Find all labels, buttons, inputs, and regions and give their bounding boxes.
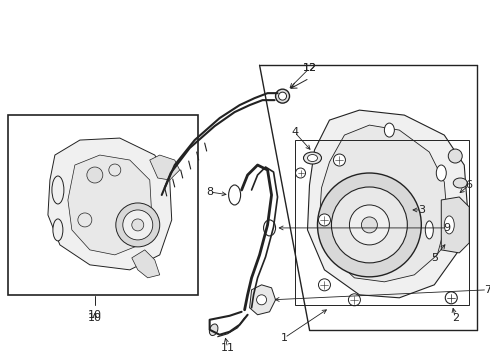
Polygon shape [319, 125, 447, 282]
Text: 11: 11 [220, 343, 235, 353]
Polygon shape [68, 155, 152, 255]
Polygon shape [132, 250, 160, 278]
Circle shape [257, 295, 267, 305]
Text: 9: 9 [444, 223, 451, 233]
Text: 6: 6 [466, 180, 473, 190]
Circle shape [318, 173, 421, 277]
Text: 2: 2 [452, 313, 459, 323]
Ellipse shape [384, 123, 394, 137]
Circle shape [445, 292, 457, 304]
Text: 10: 10 [88, 310, 102, 320]
Circle shape [349, 205, 390, 245]
Ellipse shape [275, 89, 290, 103]
Circle shape [348, 294, 361, 306]
Text: 8: 8 [206, 187, 213, 197]
Text: 7: 7 [484, 285, 490, 295]
Circle shape [362, 217, 377, 233]
Bar [8, 115, 197, 295]
Text: 12: 12 [302, 63, 317, 73]
Polygon shape [441, 197, 469, 253]
Circle shape [331, 187, 407, 263]
Circle shape [334, 154, 345, 166]
Ellipse shape [303, 152, 321, 164]
Circle shape [116, 203, 160, 247]
Circle shape [123, 210, 153, 240]
Text: 4: 4 [291, 127, 298, 137]
Ellipse shape [444, 216, 454, 234]
Circle shape [318, 279, 330, 291]
Ellipse shape [209, 324, 218, 336]
Text: 1: 1 [281, 333, 288, 343]
Text: 5: 5 [431, 253, 438, 263]
Circle shape [78, 213, 92, 227]
Polygon shape [308, 110, 467, 298]
Ellipse shape [53, 219, 63, 241]
Polygon shape [150, 155, 180, 180]
Text: 10: 10 [88, 313, 102, 323]
Circle shape [87, 167, 103, 183]
Bar [294, 140, 469, 305]
Ellipse shape [264, 220, 275, 236]
Ellipse shape [52, 176, 64, 204]
Circle shape [318, 214, 330, 226]
Circle shape [109, 164, 121, 176]
Ellipse shape [436, 165, 446, 181]
Circle shape [448, 149, 462, 163]
Circle shape [132, 219, 144, 231]
Text: 3: 3 [418, 205, 425, 215]
Ellipse shape [425, 221, 433, 239]
Ellipse shape [229, 185, 241, 205]
Ellipse shape [453, 178, 467, 188]
Text: 12: 12 [302, 63, 317, 73]
Circle shape [295, 168, 305, 178]
Ellipse shape [308, 154, 318, 162]
Polygon shape [249, 285, 275, 315]
Polygon shape [48, 138, 172, 270]
Ellipse shape [278, 92, 287, 100]
